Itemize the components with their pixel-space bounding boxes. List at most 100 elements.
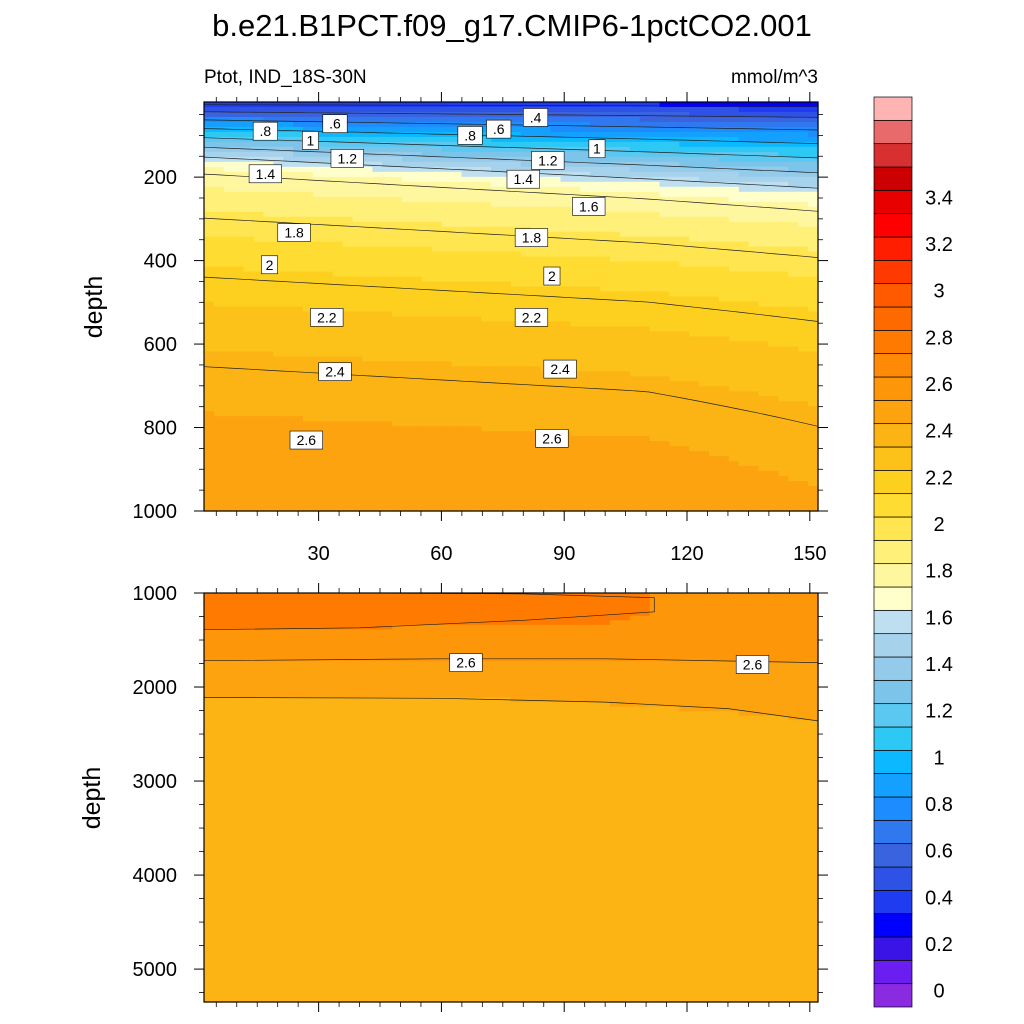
upper-field-cell: [788, 311, 799, 318]
upper-field-cell: [580, 111, 591, 118]
upper-field-cell: [431, 151, 443, 158]
upper-field-cell: [461, 326, 472, 333]
upper-field-cell: [590, 286, 601, 293]
upper-field-cell: [699, 116, 710, 123]
upper-field-cell: [679, 281, 690, 288]
upper-field-cell: [481, 102, 492, 108]
upper-field-cell: [392, 391, 403, 397]
upper-field-cell: [560, 416, 572, 422]
upper-field-cell: [402, 326, 413, 333]
upper-field-cell: [600, 331, 611, 338]
upper-field-cell: [421, 161, 433, 168]
upper-field-cell: [213, 326, 225, 333]
upper-field-cell: [243, 411, 255, 417]
upper-field-cell: [728, 506, 740, 512]
upper-field-cell: [530, 381, 542, 387]
upper-field-cell: [263, 231, 274, 238]
upper-field-cell: [748, 221, 760, 228]
upper-field-cell: [768, 281, 779, 288]
upper-field-cell: [431, 301, 443, 308]
upper-field-cell: [362, 186, 373, 193]
upper-field-cell: [372, 416, 383, 422]
upper-field-cell: [342, 451, 354, 457]
upper-field-cell: [798, 316, 809, 323]
upper-field-cell: [610, 406, 621, 412]
upper-field-cell: [471, 496, 482, 502]
upper-field-cell: [679, 316, 690, 323]
upper-field-cell: [699, 221, 710, 228]
upper-field-cell: [600, 401, 611, 407]
upper-field-cell: [243, 116, 255, 123]
upper-field-cell: [768, 431, 779, 437]
upper-field-cell: [372, 461, 383, 467]
upper-field-cell: [768, 371, 779, 377]
upper-field-cell: [610, 121, 621, 128]
upper-field-cell: [461, 111, 472, 118]
upper-field-cell: [342, 416, 354, 422]
upper-field-cell: [610, 126, 621, 133]
upper-field-cell: [768, 241, 779, 248]
upper-field-cell: [659, 456, 671, 462]
upper-field-cell: [689, 381, 700, 387]
upper-field-cell: [738, 116, 750, 123]
upper-field-cell: [312, 416, 324, 422]
upper-field-cell: [709, 276, 720, 283]
upper-field-cell: [639, 306, 651, 313]
upper-field-cell: [610, 506, 621, 512]
upper-field-cell: [511, 446, 522, 452]
upper-field-cell: [283, 466, 294, 472]
upper-field-cell: [421, 366, 433, 372]
upper-field-cell: [511, 301, 522, 308]
upper-field-cell: [540, 341, 552, 348]
upper-field-cell: [728, 156, 740, 163]
upper-field-cell: [738, 451, 750, 457]
upper-field-cell: [362, 361, 373, 367]
upper-field-cell: [372, 226, 383, 233]
upper-field-cell: [530, 196, 542, 203]
upper-field-cell: [689, 211, 700, 218]
upper-field-cell: [520, 366, 532, 372]
upper-field-cell: [580, 406, 591, 412]
upper-field-cell: [322, 481, 334, 487]
upper-field-cell: [263, 426, 274, 432]
upper-field-cell: [372, 411, 383, 417]
upper-field-cell: [481, 426, 492, 432]
upper-field-cell: [570, 466, 581, 472]
upper-field-cell: [223, 146, 235, 153]
upper-field-cell: [659, 361, 671, 367]
upper-field-cell: [392, 356, 403, 362]
upper-field-cell: [768, 296, 779, 303]
upper-field-cell: [312, 126, 324, 133]
upper-field-cell: [709, 296, 720, 303]
upper-field-cell: [392, 426, 403, 432]
upper-field-cell: [322, 216, 334, 223]
upper-field-cell: [402, 376, 413, 382]
upper-field-cell: [431, 271, 443, 278]
upper-field-cell: [283, 321, 294, 328]
upper-field-cell: [253, 306, 265, 313]
upper-field-cell: [471, 386, 482, 392]
upper-field-cell: [738, 271, 750, 278]
upper-field-cell: [461, 366, 472, 372]
upper-field-cell: [402, 141, 413, 148]
upper-field-cell: [491, 356, 502, 362]
upper-field-cell: [322, 421, 334, 427]
upper-field-cell: [699, 461, 710, 467]
upper-field-cell: [679, 421, 690, 427]
upper-field-cell: [204, 436, 215, 442]
upper-field-cell: [441, 371, 453, 377]
upper-field-cell: [431, 111, 443, 118]
upper-field-cell: [402, 296, 413, 303]
upper-field-cell: [748, 471, 760, 477]
upper-field-cell: [738, 461, 750, 467]
upper-field-cell: [303, 456, 314, 462]
upper-field-cell: [570, 281, 581, 288]
upper-field-cell: [421, 351, 433, 357]
upper-field-cell: [619, 476, 631, 482]
upper-field-cell: [758, 331, 770, 338]
upper-field-cell: [520, 446, 532, 452]
upper-field-cell: [223, 321, 235, 328]
upper-field-cell: [431, 411, 443, 417]
upper-field-cell: [679, 451, 690, 457]
upper-field-cell: [511, 146, 522, 153]
